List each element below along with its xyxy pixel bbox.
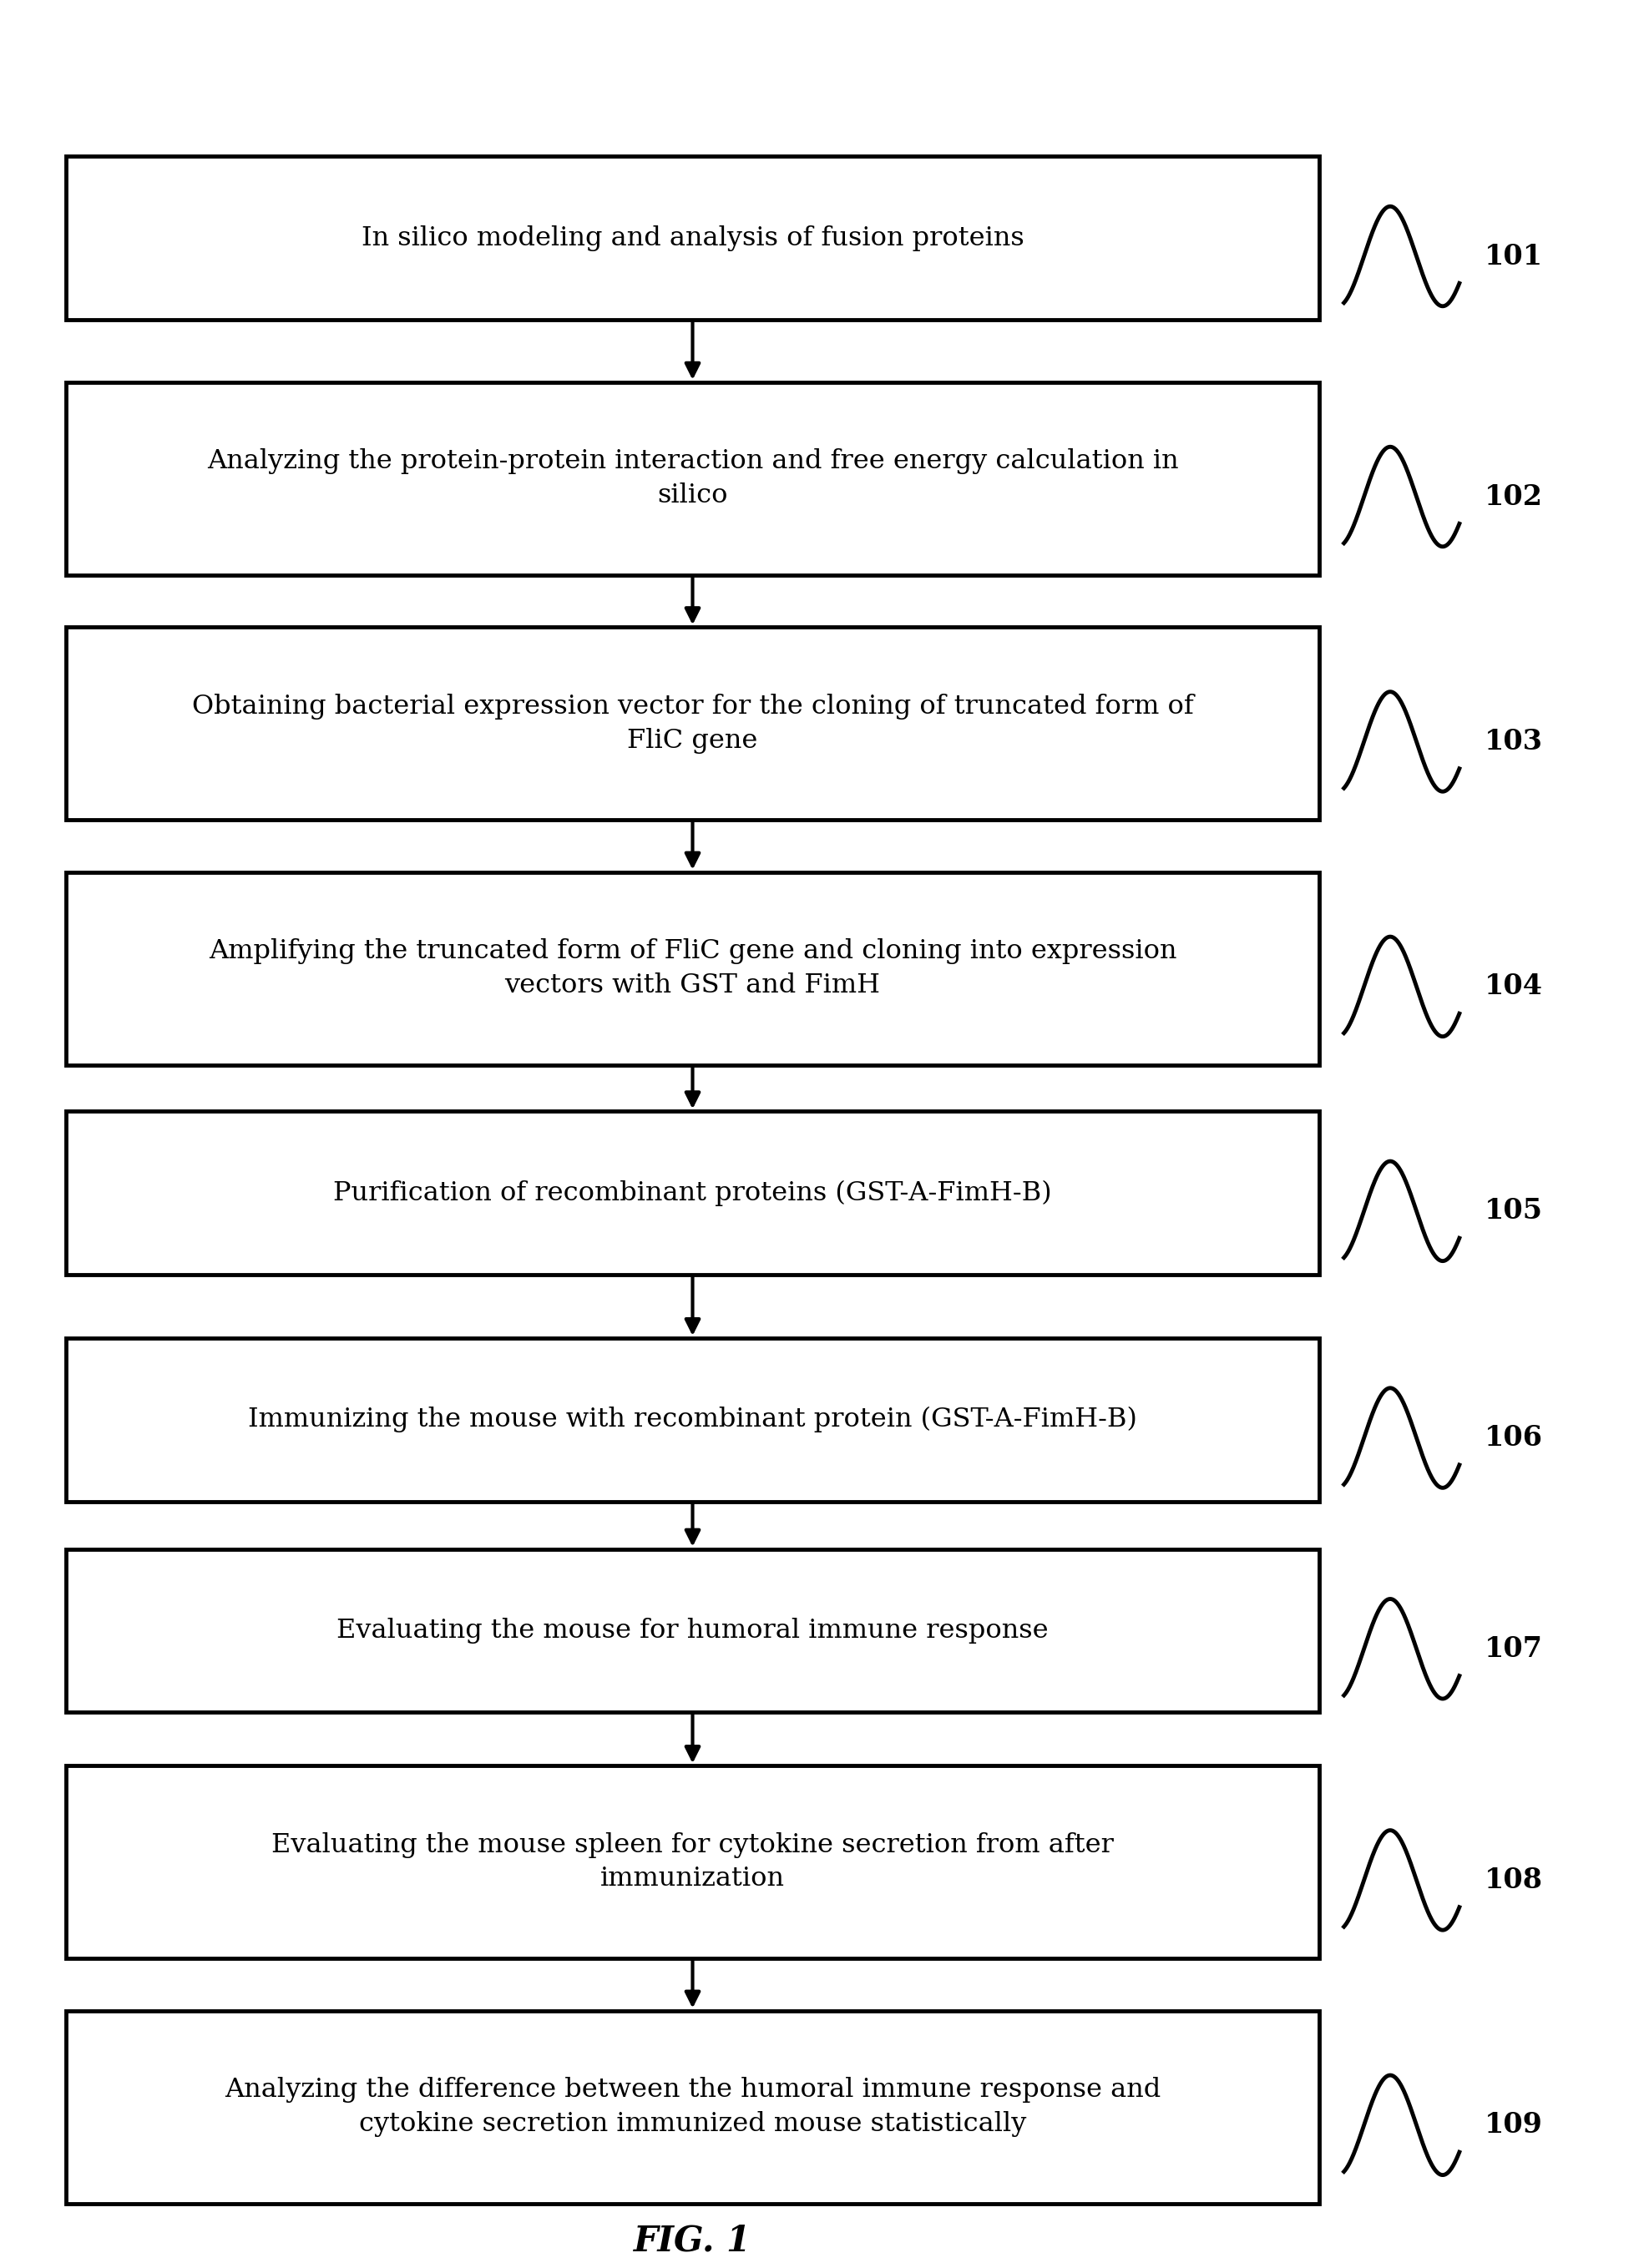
Bar (66, 873, 1319, 1066)
Text: Evaluating the mouse spleen for cytokine secretion from after
immunization: Evaluating the mouse spleen for cytokine… (272, 1833, 1113, 1892)
Text: FIG. 1: FIG. 1 (633, 2223, 752, 2259)
Text: Obtaining bacterial expression vector for the cloning of truncated form of
FliC : Obtaining bacterial expression vector fo… (191, 694, 1194, 753)
Bar (66, 1338, 1319, 1501)
Text: Amplifying the truncated form of FliC gene and cloning into expression
vectors w: Amplifying the truncated form of FliC ge… (208, 939, 1177, 998)
Text: Purification of recombinant proteins (GST-A-FimH-B): Purification of recombinant proteins (GS… (333, 1179, 1052, 1207)
Text: Immunizing the mouse with recombinant protein (GST-A-FimH-B): Immunizing the mouse with recombinant pr… (247, 1406, 1138, 1433)
Text: 106: 106 (1484, 1424, 1542, 1452)
Text: 108: 108 (1484, 1867, 1542, 1894)
Bar (66, 2012, 1319, 2204)
Text: 109: 109 (1484, 2112, 1542, 2139)
Text: 104: 104 (1484, 973, 1542, 1000)
Bar (66, 1549, 1319, 1712)
Text: 102: 102 (1484, 483, 1542, 510)
Text: Analyzing the protein-protein interaction and free energy calculation in
silico: Analyzing the protein-protein interactio… (206, 449, 1179, 508)
Text: In silico modeling and analysis of fusion proteins: In silico modeling and analysis of fusio… (361, 225, 1024, 252)
Text: 107: 107 (1484, 1635, 1542, 1662)
Bar (66, 1765, 1319, 1960)
Text: Analyzing the difference between the humoral immune response and
cytokine secret: Analyzing the difference between the hum… (224, 2077, 1161, 2136)
Bar (66, 626, 1319, 819)
Text: 101: 101 (1484, 243, 1543, 270)
Text: 105: 105 (1484, 1198, 1542, 1225)
Text: 103: 103 (1484, 728, 1542, 755)
Bar (66, 381, 1319, 574)
Text: Evaluating the mouse for humoral immune response: Evaluating the mouse for humoral immune … (336, 1617, 1049, 1644)
Bar (66, 1111, 1319, 1275)
Bar (66, 156, 1319, 320)
